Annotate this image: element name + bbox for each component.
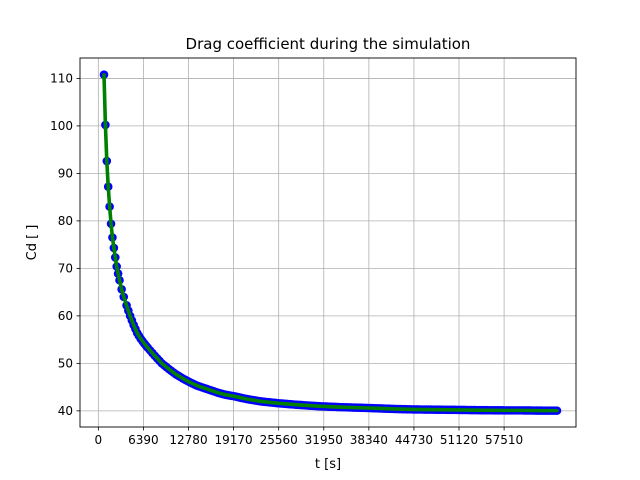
x-tick-label: 19170 xyxy=(215,433,253,447)
x-tick-label: 25560 xyxy=(260,433,298,447)
x-tick-label: 51120 xyxy=(440,433,478,447)
y-tick-label: 90 xyxy=(58,167,73,181)
y-tick-label: 40 xyxy=(58,404,73,418)
x-tick-label: 31950 xyxy=(305,433,343,447)
x-tick-label: 57510 xyxy=(485,433,523,447)
y-tick-label: 80 xyxy=(58,214,73,228)
x-tick-label: 38340 xyxy=(350,433,388,447)
x-tick-label: 12780 xyxy=(169,433,207,447)
y-axis-label: Cd [ ] xyxy=(25,225,40,261)
axis-ticks: 0 6390 12780 19170 25560 31950 38340 44730 51120… xyxy=(50,72,523,447)
chart-title: Drag coefficient during the simulation xyxy=(186,35,471,53)
y-tick-label: 70 xyxy=(58,262,73,276)
x-tick-label: 0 xyxy=(95,433,103,447)
plot-area xyxy=(99,70,562,415)
y-tick-label: 50 xyxy=(58,357,73,371)
y-tick-label: 110 xyxy=(50,72,73,86)
x-tick-label: 6390 xyxy=(128,433,159,447)
series-line xyxy=(102,72,559,413)
axes-frame xyxy=(79,57,577,428)
x-tick-label: 44730 xyxy=(395,433,433,447)
y-tick-label: 60 xyxy=(58,309,73,323)
y-tick-label: 100 xyxy=(50,119,73,133)
x-axis-label: t [s] xyxy=(315,457,341,472)
